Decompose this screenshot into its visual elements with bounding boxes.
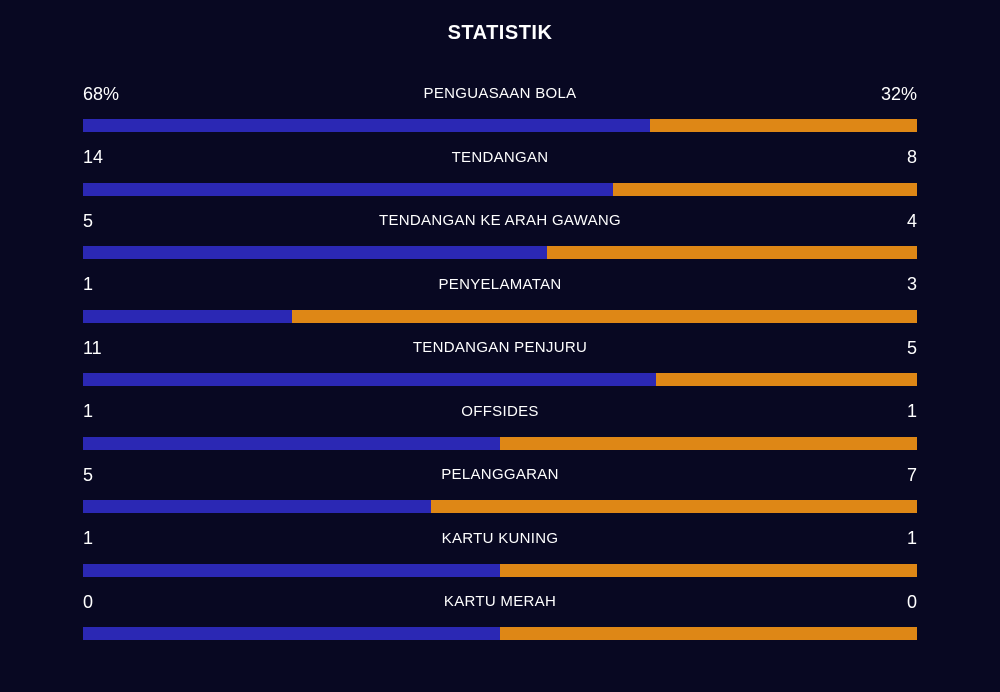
home-value: 11: [83, 337, 102, 358]
away-value: 1: [906, 401, 917, 421]
stat-label: PELANGGARAN: [441, 466, 559, 483]
away-value: 0: [906, 591, 917, 612]
away-value: 1: [906, 528, 917, 548]
home-value: 1: [83, 528, 94, 548]
home-value: 0: [83, 591, 94, 612]
stat-label: PENGUASAAN BOLA: [423, 85, 577, 102]
away-value: 5: [906, 337, 917, 358]
stat-row: 68% 32% PENGUASAAN BOLA: [83, 80, 917, 144]
stat-bar: [83, 246, 917, 259]
away-value: 8: [906, 147, 917, 167]
home-bar-segment: [83, 182, 614, 196]
home-value: 68%: [83, 83, 120, 104]
away-bar-segment: [291, 309, 917, 323]
stat-row: 5 4 TENDANGAN KE ARAH GAWANG: [83, 207, 917, 271]
away-bar-segment: [500, 563, 917, 577]
stat-label: KARTU MERAH: [443, 593, 557, 610]
home-bar-segment: [83, 246, 547, 259]
away-bar-segment: [650, 119, 917, 132]
home-value: 14: [83, 147, 104, 167]
away-value: 3: [906, 274, 917, 294]
stat-bar: [83, 627, 917, 640]
stat-bar: [83, 500, 917, 513]
stat-label: TENDANGAN PENJURU: [412, 339, 588, 356]
stat-row: 1 1 OFFSIDES: [83, 398, 917, 462]
stat-label: TENDANGAN KE ARAH GAWANG: [379, 212, 621, 229]
stat-row: 1 1 KARTU KUNING: [83, 525, 917, 589]
stat-label: PENYELAMATAN: [438, 275, 562, 293]
stat-values: 11 5: [83, 334, 917, 362]
stat-label: OFFSIDES: [461, 402, 539, 420]
away-value: 32%: [880, 83, 917, 104]
home-bar-segment: [83, 309, 292, 323]
stat-row: 11 5 TENDANGAN PENJURU: [83, 334, 917, 398]
away-value: 4: [906, 210, 917, 231]
home-value: 5: [83, 210, 94, 231]
home-value: 1: [83, 274, 94, 294]
stat-row: 5 7 PELANGGARAN: [83, 461, 917, 525]
stat-bar: [83, 119, 917, 132]
away-bar-segment: [500, 627, 917, 640]
home-bar-segment: [83, 500, 431, 513]
stat-bar: [83, 309, 917, 323]
stat-bar: [83, 563, 917, 577]
away-bar-segment: [430, 500, 917, 513]
stat-row: 14 8 TENDANGAN: [83, 144, 917, 208]
stat-bar: [83, 182, 917, 196]
stat-bar: [83, 436, 917, 450]
away-bar-segment: [656, 373, 917, 386]
away-bar-segment: [500, 436, 917, 450]
away-bar-segment: [546, 246, 917, 259]
home-bar-segment: [83, 119, 651, 132]
home-bar-segment: [83, 627, 500, 640]
home-bar-segment: [83, 436, 500, 450]
home-bar-segment: [83, 373, 657, 386]
home-value: 1: [83, 401, 94, 421]
stat-label: KARTU KUNING: [441, 529, 559, 547]
stat-label: TENDANGAN: [451, 148, 549, 166]
page-title: STATISTIK: [447, 22, 553, 44]
stat-values: 14 8: [83, 144, 917, 172]
stat-row: 0 0 KARTU MERAH: [83, 588, 917, 652]
home-bar-segment: [83, 563, 500, 577]
away-value: 7: [906, 464, 917, 485]
stat-bar: [83, 373, 917, 386]
stat-row: 1 3 PENYELAMATAN: [83, 271, 917, 335]
stats-list: 68% 32% PENGUASAAN BOLA 14 8 TENDANGAN 5 4 TENDA…: [83, 80, 917, 652]
stat-values: 68% 32%: [83, 80, 917, 108]
home-value: 5: [83, 464, 94, 485]
away-bar-segment: [613, 182, 917, 196]
